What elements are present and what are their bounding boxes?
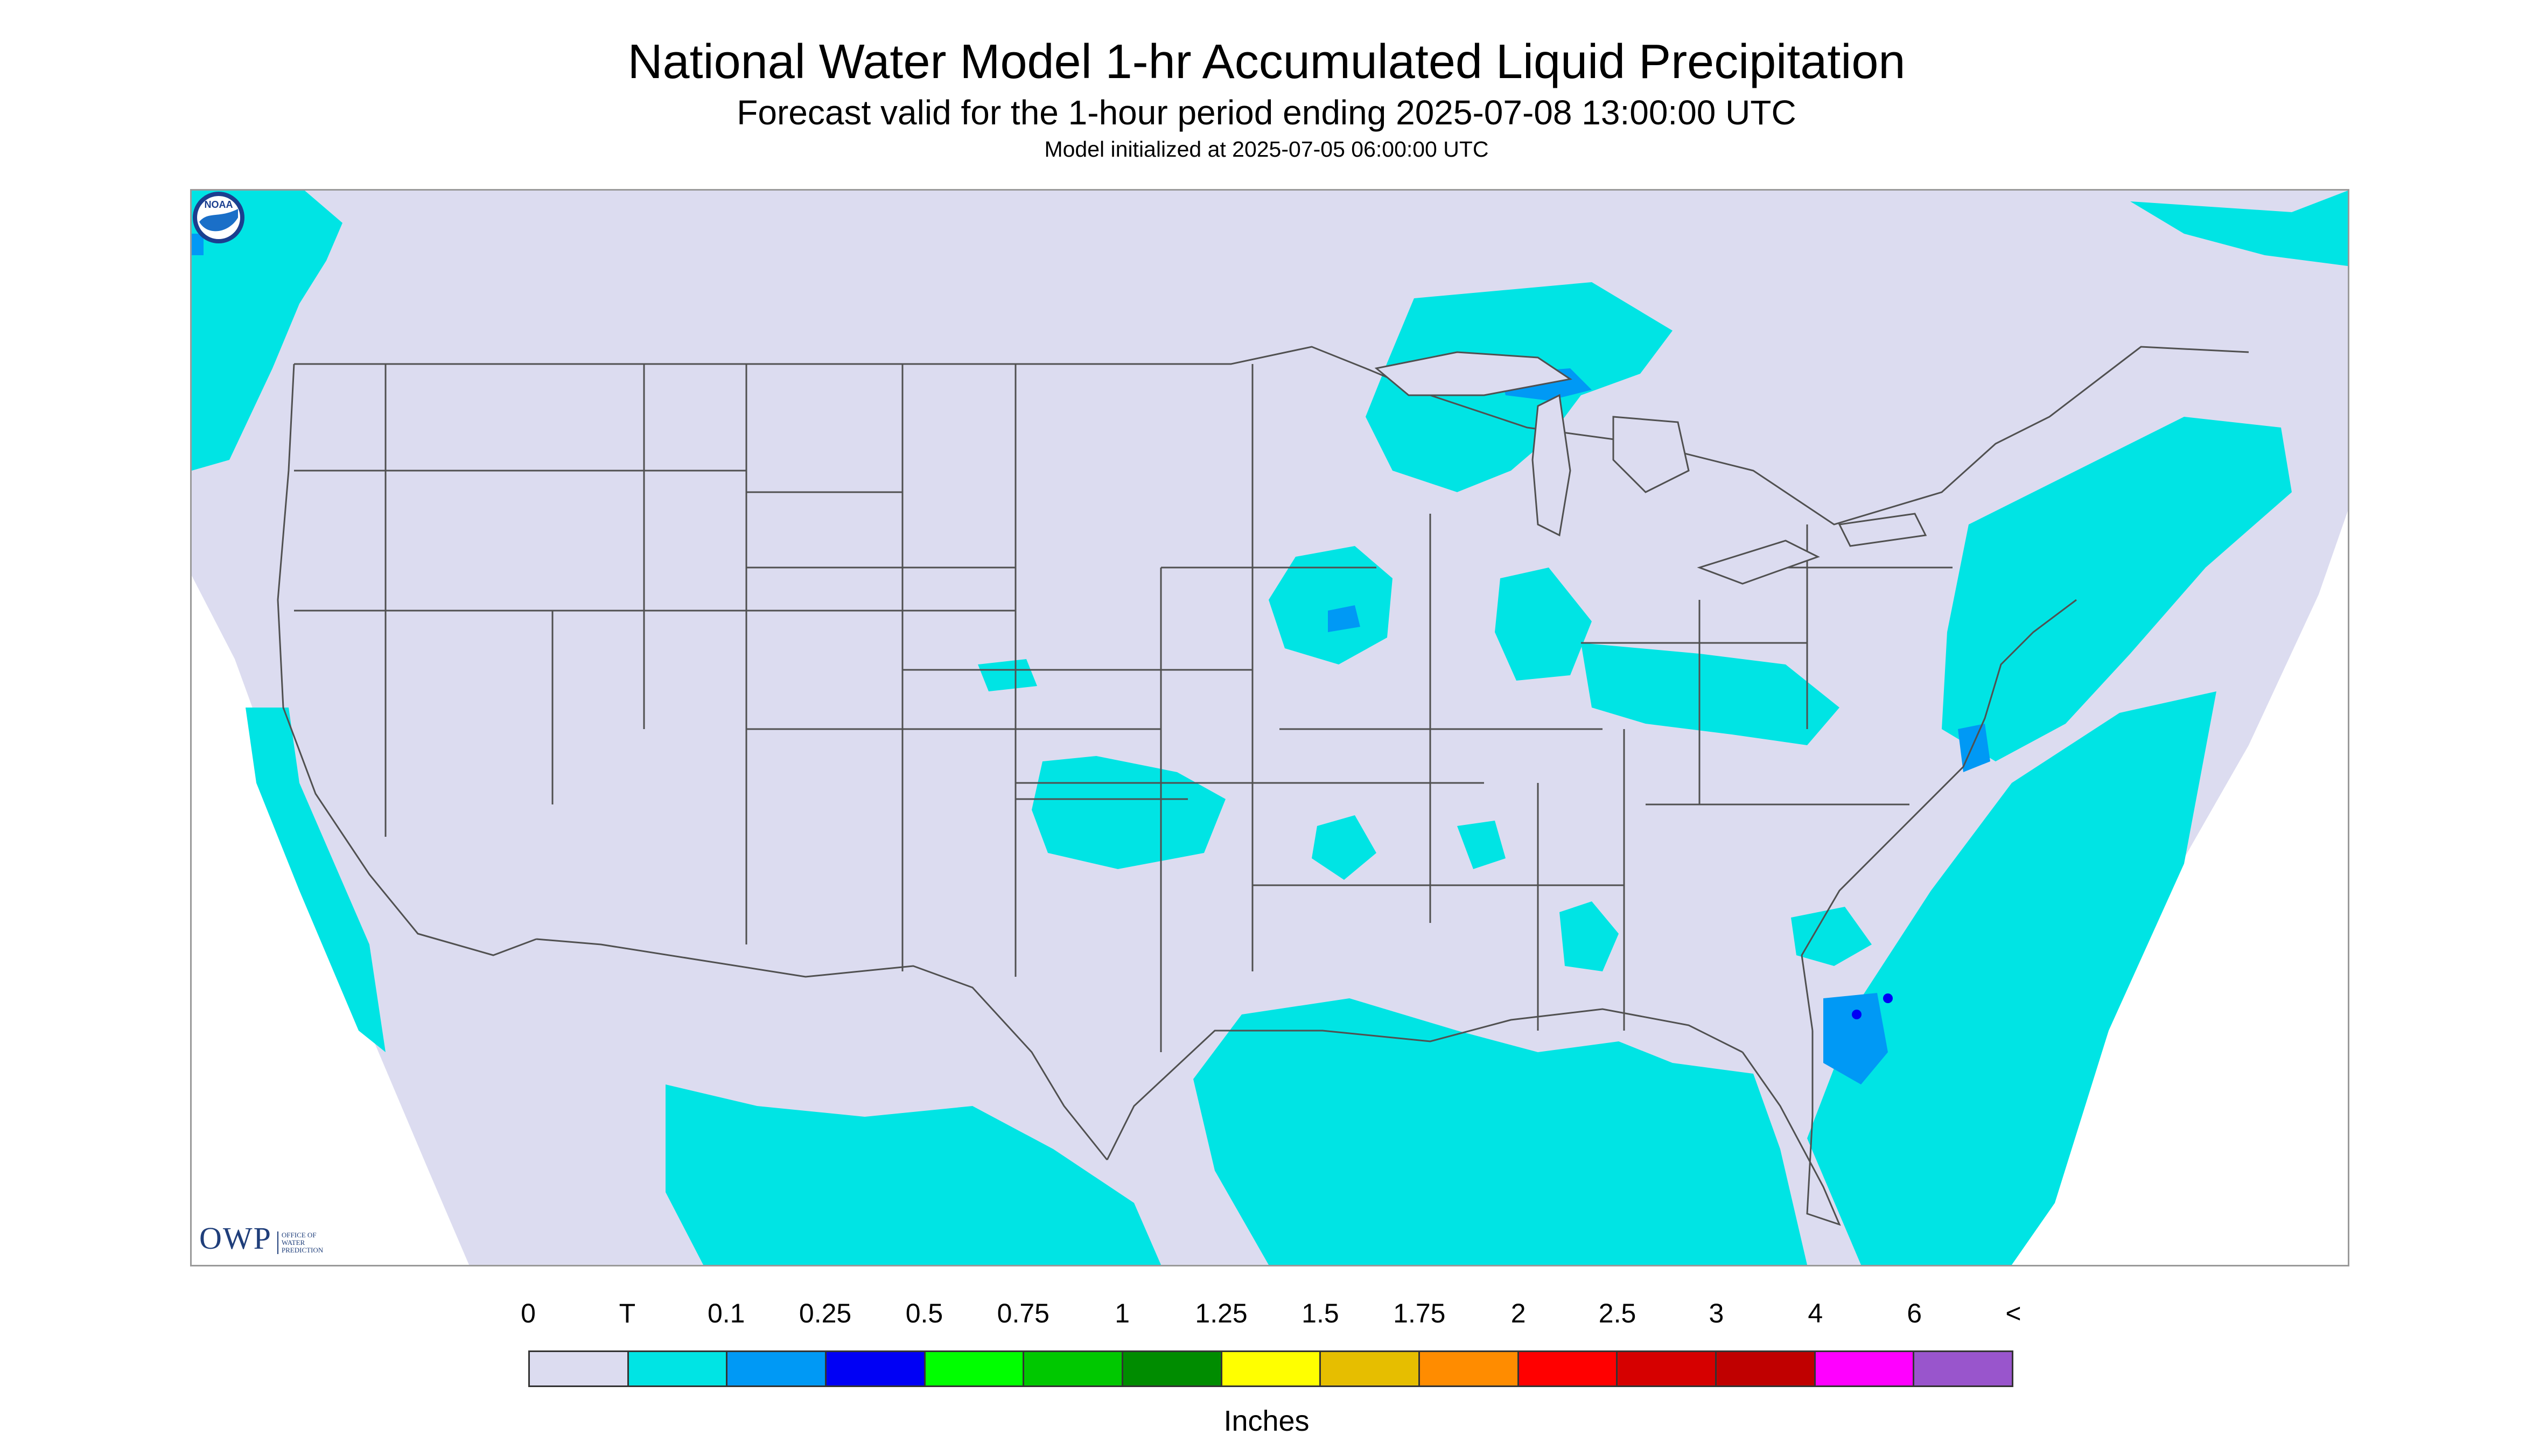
legend-swatch	[925, 1352, 1025, 1385]
legend-swatch	[1123, 1352, 1222, 1385]
legend-swatch	[1914, 1352, 2012, 1385]
legend-label: 4	[1808, 1298, 1823, 1328]
forecast-valid-subtitle: Forecast valid for the 1-hour period end…	[737, 93, 1796, 132]
legend-label: 2	[1510, 1298, 1526, 1328]
legend-swatch	[1321, 1352, 1421, 1385]
noaa-logo-text: NOAA	[205, 199, 233, 210]
legend-swatch	[727, 1352, 827, 1385]
legend-label: 1.25	[1195, 1298, 1248, 1328]
legend-colorbar	[528, 1350, 2013, 1387]
owp-logo: OWP OFFICE OF WATER PREDICTION	[199, 1223, 330, 1254]
legend-swatch	[1420, 1352, 1519, 1385]
legend-swatch	[628, 1352, 728, 1385]
legend-label: 0.25	[799, 1298, 852, 1328]
legend-label: 2.5	[1598, 1298, 1636, 1328]
precip-trace-areas	[192, 191, 2348, 1265]
precip-moderate-areas	[1852, 993, 1893, 1019]
legend-label: 0.75	[997, 1298, 1049, 1328]
outside-domain-east	[2012, 511, 2348, 1265]
legend-label: 0	[521, 1298, 536, 1328]
legend-label: T	[619, 1298, 636, 1328]
page-title: National Water Model 1-hr Accumulated Li…	[627, 35, 1906, 89]
great-lakes	[1374, 351, 1927, 585]
legend-label: 0.5	[905, 1298, 943, 1328]
legend-swatch	[530, 1352, 629, 1385]
legend-label: 1.75	[1393, 1298, 1446, 1328]
legend-label: 0.1	[707, 1298, 745, 1328]
legend-swatch	[1815, 1352, 1915, 1385]
noaa-logo-icon: NOAA	[193, 192, 244, 243]
legend-units: Inches	[1223, 1405, 1310, 1437]
legend-swatch	[1519, 1352, 1618, 1385]
legend-swatch	[1222, 1352, 1321, 1385]
precipitation-map[interactable]: OWP OFFICE OF WATER PREDICTION NOAA	[190, 189, 2349, 1266]
model-init-text: Model initialized at 2025-07-05 06:00:00…	[1044, 137, 1489, 162]
legend-swatch	[1717, 1352, 1816, 1385]
legend-swatch	[1024, 1352, 1124, 1385]
legend-labels: 0 T 0.1 0.25 0.5 0.75 1 1.25 1.5 1.75 2 2.5 3 4 6 <	[0, 1298, 2533, 1335]
legend-label: 6	[1907, 1298, 1922, 1328]
political-boundaries	[277, 346, 2249, 1226]
owp-logo-mark: OWP	[199, 1221, 272, 1256]
legend-swatch	[1618, 1352, 1717, 1385]
legend-swatch	[827, 1352, 926, 1385]
legend-label: 1.5	[1302, 1298, 1339, 1328]
legend-label: 3	[1709, 1298, 1724, 1328]
owp-logo-text: OFFICE OF WATER PREDICTION	[277, 1231, 330, 1254]
legend-label: <	[2005, 1298, 2021, 1328]
legend-label: 1	[1115, 1298, 1130, 1328]
map-canvas	[192, 191, 2348, 1265]
